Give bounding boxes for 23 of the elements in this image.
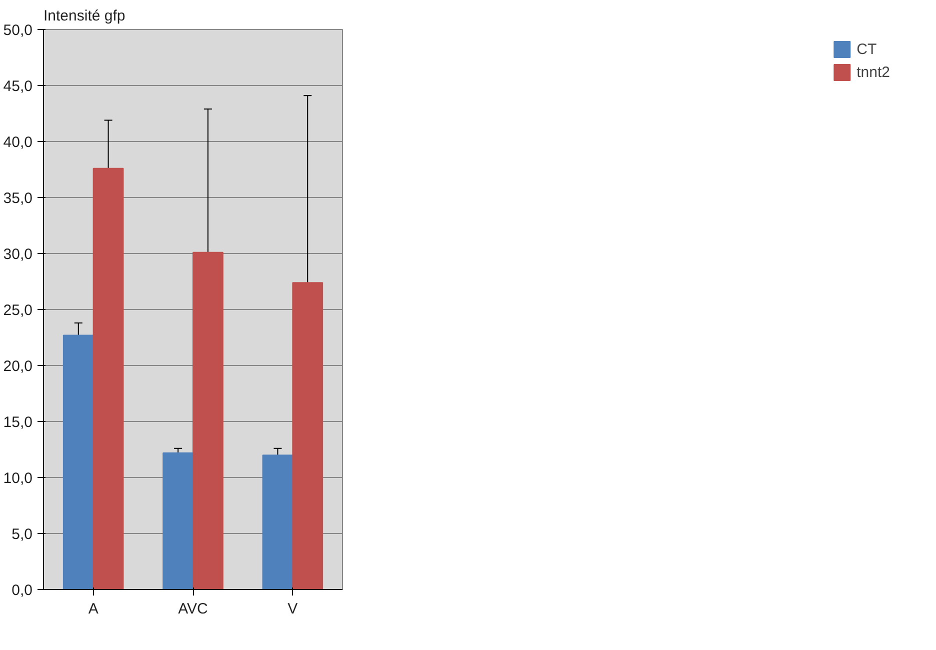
x-tick-label: V	[288, 600, 298, 618]
y-tick-label: 50,0	[3, 22, 33, 39]
y-tick-label: 40,0	[3, 134, 33, 151]
x-tick-label: AVC	[178, 600, 208, 618]
y-tick-label: 20,0	[3, 358, 33, 375]
y-tick-label: 35,0	[3, 190, 33, 207]
x-tick-label: A	[88, 600, 98, 618]
bar	[262, 454, 294, 590]
y-axis-title: Intensité gfp	[44, 8, 126, 24]
y-tick-label: 0,0	[12, 582, 33, 599]
y-tick-label: 10,0	[3, 470, 33, 487]
legend-label: tnnt2	[856, 64, 890, 80]
bar	[292, 282, 324, 590]
y-tick-label: 30,0	[3, 246, 33, 263]
bar	[192, 252, 224, 590]
bar	[162, 452, 194, 590]
bar	[62, 334, 94, 590]
y-tick-label: 5,0	[12, 526, 33, 543]
y-tick-label: 15,0	[3, 414, 33, 431]
y-tick-label: 45,0	[3, 78, 33, 95]
legend-label: CT	[856, 40, 877, 58]
bar	[92, 168, 124, 590]
y-tick-label: 25,0	[3, 302, 33, 319]
